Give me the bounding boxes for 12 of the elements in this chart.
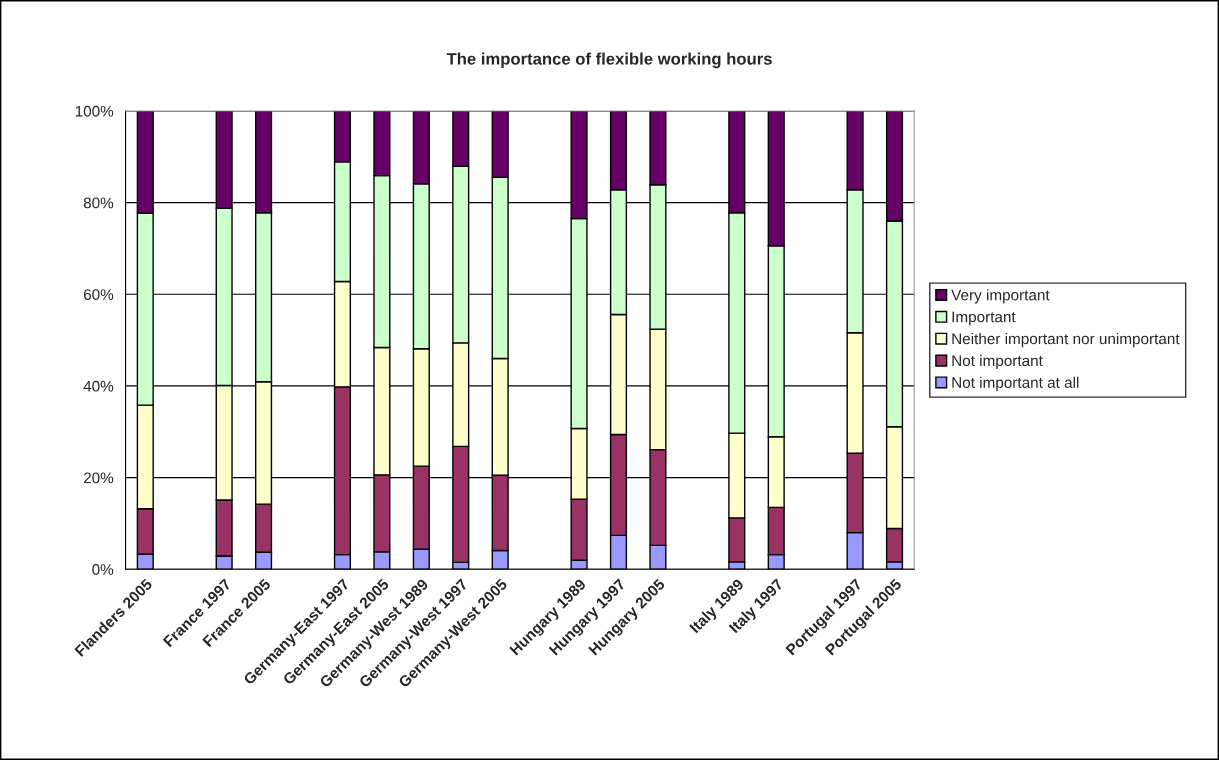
legend-label: Very important: [951, 289, 1050, 304]
legend-label: Important: [952, 311, 1016, 326]
y-tick-label: 40%: [83, 380, 114, 392]
y-tick-label: 20%: [83, 472, 114, 484]
y-tick-label: 80%: [83, 197, 114, 209]
chart-title: The importance of flexible working hours: [446, 52, 772, 69]
legend-label: Not important: [952, 354, 1043, 370]
y-tick-label: 60%: [83, 289, 114, 300]
y-tick-label: 0%: [92, 564, 114, 575]
y-tick-label: 100%: [75, 105, 114, 117]
legend-label: Neither important nor unimportant: [952, 332, 1180, 348]
legend-label: Not important at all: [952, 376, 1079, 391]
